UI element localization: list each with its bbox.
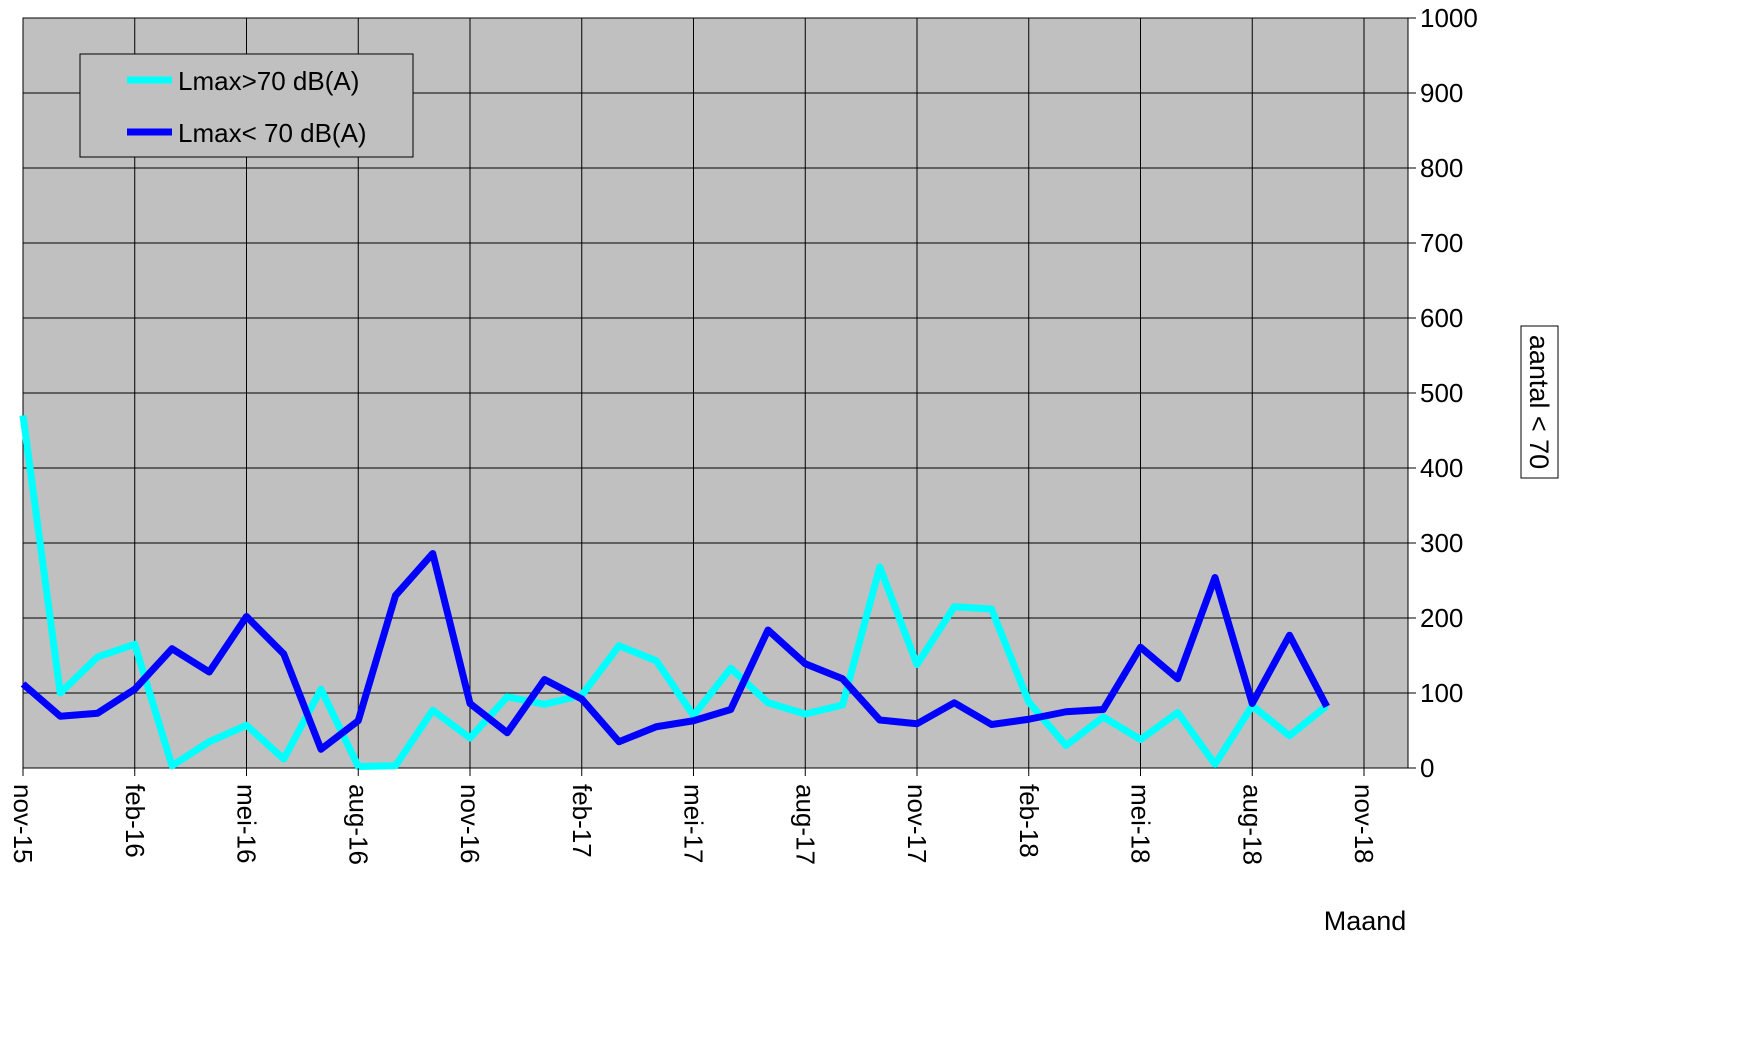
series-layer: [19, 415, 1330, 770]
x-axis-title: Maand: [1324, 906, 1407, 936]
legend-box: [79, 53, 414, 158]
x-tick-label: aug-18: [1237, 784, 1267, 865]
x-tick-label: mei-17: [679, 784, 709, 863]
y-tick-label: 0: [1420, 753, 1434, 783]
x-tick-label: feb-18: [1014, 784, 1044, 858]
y-tick-label: 1000: [1420, 3, 1478, 33]
x-tick-label: aug-16: [343, 784, 373, 865]
y-tick-label: 400: [1420, 453, 1463, 483]
x-axis: nov-15 feb-16 mei-16 aug-16 nov-16 feb-17 mei-…: [8, 768, 1379, 865]
y-axis: 0 100 200 300 400 500 600 700 800 900 1000: [1408, 3, 1478, 783]
x-tick-label: aug-17: [790, 784, 820, 865]
y-axis-title-box: aantal < 70: [1520, 325, 1559, 479]
x-tick-label: nov-17: [902, 784, 932, 864]
y-tick-label: 800: [1420, 153, 1463, 183]
y-tick-label: 900: [1420, 78, 1463, 108]
x-tick-label: mei-18: [1126, 784, 1156, 863]
y-tick-label: 600: [1420, 303, 1463, 333]
y-tick-label: 200: [1420, 603, 1463, 633]
series-line-lmax-70-db-a: [20, 550, 1330, 753]
x-tick-label: feb-16: [120, 784, 150, 858]
x-tick-label: nov-18: [1349, 784, 1379, 864]
legend: Lmax>70 dB(A) Lmax< 70 dB(A): [79, 53, 414, 158]
x-tick-label: feb-17: [567, 784, 597, 858]
x-tick-label: mei-16: [232, 784, 262, 863]
y-tick-label: 300: [1420, 528, 1463, 558]
legend-label-lmax-below-70: Lmax< 70 dB(A): [178, 118, 367, 148]
y-tick-label: 500: [1420, 378, 1463, 408]
x-tick-label: nov-15: [8, 784, 38, 864]
y-tick-label: 700: [1420, 228, 1463, 258]
series-line-lmax-70-db-a: [19, 415, 1329, 770]
y-axis-title: aantal < 70: [1524, 335, 1554, 469]
legend-label-lmax-above-70: Lmax>70 dB(A): [178, 66, 359, 96]
x-tick-label: nov-16: [455, 784, 485, 864]
y-tick-label: 100: [1420, 678, 1463, 708]
